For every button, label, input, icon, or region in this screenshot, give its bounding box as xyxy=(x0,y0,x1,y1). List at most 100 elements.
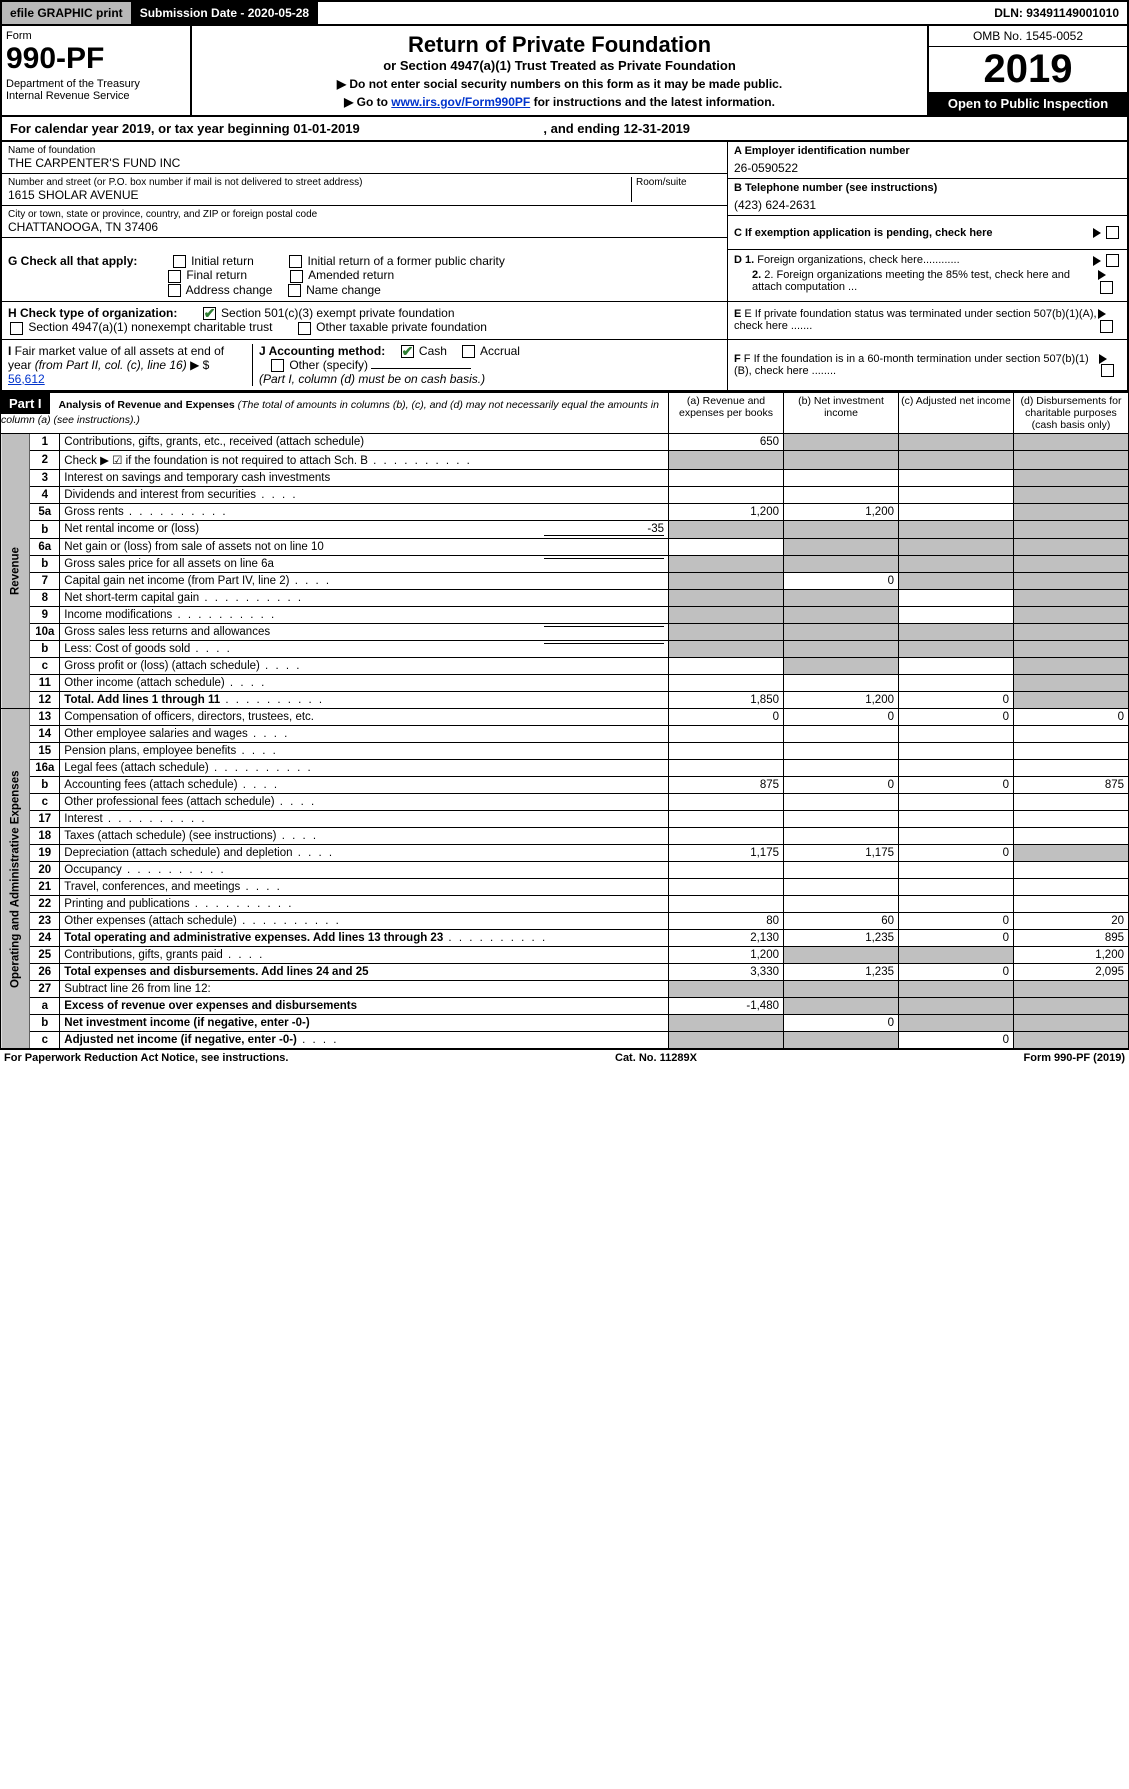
h-4947-checkbox[interactable] xyxy=(10,322,23,335)
cell-b xyxy=(784,862,899,879)
g-initial-former-checkbox[interactable] xyxy=(289,255,302,268)
g-initial-checkbox[interactable] xyxy=(173,255,186,268)
form-header: Form 990-PF Department of the Treasury I… xyxy=(0,26,1129,117)
line-desc: Contributions, gifts, grants, etc., rece… xyxy=(60,434,669,451)
phone-cell: B Telephone number (see instructions) (4… xyxy=(728,179,1127,216)
line-desc: Income modifications xyxy=(60,607,669,624)
d1-checkbox[interactable] xyxy=(1106,254,1119,267)
cell-c xyxy=(899,658,1014,675)
line-desc: Total. Add lines 1 through 11 xyxy=(60,692,669,709)
g-opt-1: Initial return of a former public charit… xyxy=(307,254,504,268)
cell-d: 895 xyxy=(1014,930,1129,947)
table-row: 17Interest xyxy=(1,811,1129,828)
table-row: bNet investment income (if negative, ent… xyxy=(1,1015,1129,1032)
line-number: 17 xyxy=(30,811,60,828)
cell-a xyxy=(669,1032,784,1049)
d2-checkbox[interactable] xyxy=(1100,281,1113,294)
line-desc: Accounting fees (attach schedule) xyxy=(60,777,669,794)
cell-a xyxy=(669,675,784,692)
h-501c3-checkbox[interactable] xyxy=(203,307,216,320)
line-desc: Interest xyxy=(60,811,669,828)
cell-c xyxy=(899,470,1014,487)
line-desc: Adjusted net income (if negative, enter … xyxy=(60,1032,669,1049)
g-opt-4: Address change xyxy=(186,283,273,297)
cell-b xyxy=(784,794,899,811)
i-section: I Fair market value of all assets at end… xyxy=(8,344,253,387)
g-amended-checkbox[interactable] xyxy=(290,270,303,283)
table-row: bNet rental income or (loss) -35 xyxy=(1,521,1129,539)
cell-b xyxy=(784,760,899,777)
cell-a xyxy=(669,760,784,777)
col-d-header: (d) Disbursements for charitable purpose… xyxy=(1014,393,1129,434)
line-desc: Contributions, gifts, grants paid xyxy=(60,947,669,964)
footer-right: Form 990-PF (2019) xyxy=(1024,1052,1125,1064)
cell-c: 0 xyxy=(899,964,1014,981)
e-label: E If private foundation status was termi… xyxy=(734,308,1097,332)
info-grid: Name of foundation THE CARPENTER'S FUND … xyxy=(0,142,1129,250)
cell-b xyxy=(784,947,899,964)
cell-d xyxy=(1014,658,1129,675)
line-number: 5a xyxy=(30,504,60,521)
cell-d xyxy=(1014,811,1129,828)
line-number: 20 xyxy=(30,862,60,879)
g-final-checkbox[interactable] xyxy=(168,270,181,283)
line-number: 16a xyxy=(30,760,60,777)
cell-b xyxy=(784,743,899,760)
f-label: F If the foundation is in a 60-month ter… xyxy=(734,353,1089,377)
table-row: 22Printing and publications xyxy=(1,896,1129,913)
j-other-checkbox[interactable] xyxy=(271,359,284,372)
cell-c xyxy=(899,675,1014,692)
table-row: 24Total operating and administrative exp… xyxy=(1,930,1129,947)
arrow-icon xyxy=(1099,354,1107,364)
f-checkbox[interactable] xyxy=(1101,364,1114,377)
j-other-blank xyxy=(371,368,471,369)
efile-button[interactable]: efile GRAPHIC print xyxy=(2,2,132,24)
cell-b xyxy=(784,658,899,675)
e-checkbox[interactable] xyxy=(1100,320,1113,333)
irs-link[interactable]: www.irs.gov/Form990PF xyxy=(391,95,530,109)
col-c-header: (c) Adjusted net income xyxy=(899,393,1014,434)
cell-d xyxy=(1014,590,1129,607)
j-accrual-checkbox[interactable] xyxy=(462,345,475,358)
cell-a xyxy=(669,658,784,675)
cell-a xyxy=(669,470,784,487)
cell-a xyxy=(669,539,784,556)
g-address-checkbox[interactable] xyxy=(168,284,181,297)
c-checkbox[interactable] xyxy=(1106,226,1119,239)
year-box: OMB No. 1545-0052 2019 Open to Public In… xyxy=(927,26,1127,115)
cell-d xyxy=(1014,573,1129,590)
cell-c xyxy=(899,521,1014,539)
info-left: Name of foundation THE CARPENTER'S FUND … xyxy=(2,142,727,250)
cell-c xyxy=(899,726,1014,743)
cell-c xyxy=(899,947,1014,964)
cal-pre: For calendar year 2019, or tax year begi… xyxy=(10,121,293,136)
cell-d: 875 xyxy=(1014,777,1129,794)
cell-d xyxy=(1014,862,1129,879)
line-desc: Total operating and administrative expen… xyxy=(60,930,669,947)
cell-c xyxy=(899,998,1014,1015)
line-number: b xyxy=(30,641,60,658)
g-name-checkbox[interactable] xyxy=(288,284,301,297)
cell-a: 1,175 xyxy=(669,845,784,862)
g-left: G Check all that apply: Initial return I… xyxy=(2,250,727,301)
line-number: 25 xyxy=(30,947,60,964)
cell-b xyxy=(784,607,899,624)
c-check-cell: C If exemption application is pending, c… xyxy=(728,216,1127,250)
table-row: 5aGross rents1,2001,200 xyxy=(1,504,1129,521)
fmv-link[interactable]: 56,612 xyxy=(8,372,45,386)
table-row: 12Total. Add lines 1 through 111,8501,20… xyxy=(1,692,1129,709)
cell-d xyxy=(1014,675,1129,692)
e-right: E E If private foundation status was ter… xyxy=(727,302,1127,339)
line-number: 6a xyxy=(30,539,60,556)
g-opt-2: Final return xyxy=(186,268,247,282)
line-desc: Net rental income or (loss) -35 xyxy=(60,521,669,539)
h-label: H Check type of organization: xyxy=(8,306,177,320)
j-cash-checkbox[interactable] xyxy=(401,345,414,358)
cell-a xyxy=(669,879,784,896)
cell-a xyxy=(669,590,784,607)
cell-d xyxy=(1014,743,1129,760)
h-other-checkbox[interactable] xyxy=(298,322,311,335)
foundation-name: THE CARPENTER'S FUND INC xyxy=(8,156,721,170)
line-number: 9 xyxy=(30,607,60,624)
cal-mid: , and ending xyxy=(543,121,623,136)
